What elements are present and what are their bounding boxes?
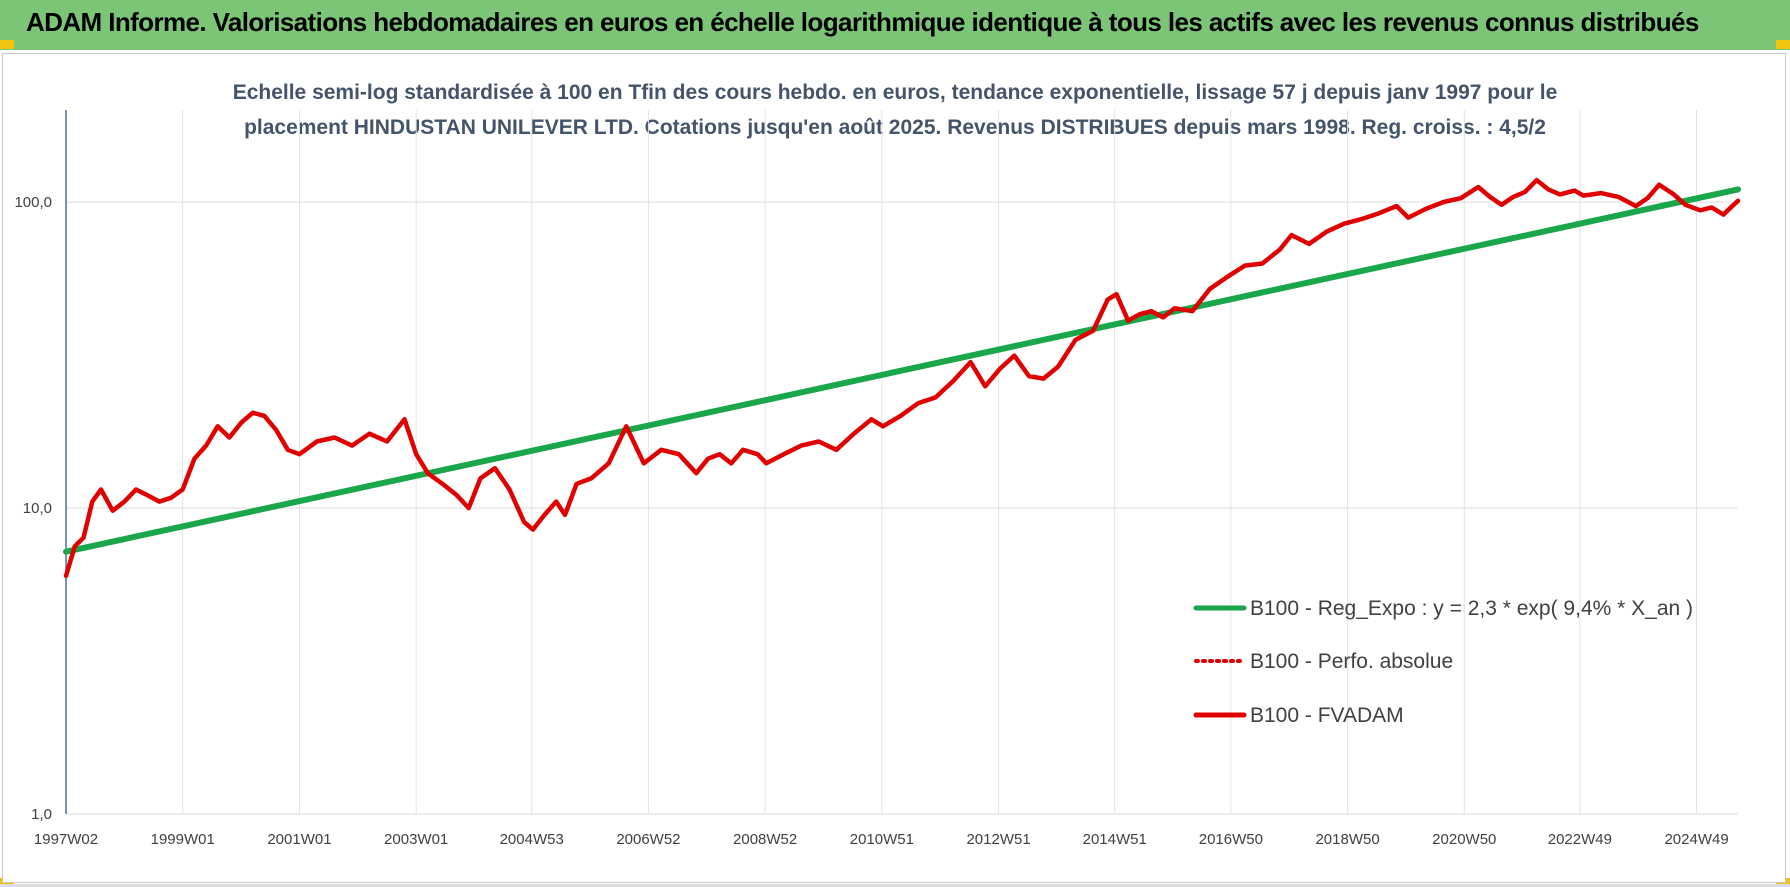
x-tick-label: 2003W01	[384, 831, 448, 848]
regression-trend-line	[63, 186, 1741, 555]
grid-layer	[66, 110, 1738, 815]
y-tick-label: 1,0	[31, 806, 52, 823]
x-tick-label: 2020W50	[1432, 831, 1496, 848]
fvadam-performance-line	[63, 177, 1741, 579]
x-tick-label: 1999W01	[151, 831, 215, 848]
x-tick-label: 2004W53	[500, 831, 564, 848]
x-tick-label: 2018W50	[1315, 831, 1379, 848]
x-tick-label: 2012W51	[966, 831, 1030, 848]
legend-label: B100 - Perfo. absolue	[1250, 650, 1453, 673]
x-tick-label: 1997W02	[34, 831, 98, 848]
corner-marker-top-left	[0, 40, 14, 49]
header-bar: ADAM Informe. Valorisations hebdomadaire…	[0, 0, 1790, 50]
x-tick-label: 2010W51	[850, 831, 914, 848]
legend-label: B100 - FVADAM	[1250, 704, 1404, 727]
legend: B100 - Reg_Expo : y = 2,3 * exp( 9,4% * …	[1193, 597, 1693, 727]
x-tick-label: 2022W49	[1548, 831, 1612, 848]
chart-subtitle-line-1: Echelle semi-log standardisée à 100 en T…	[233, 81, 1558, 104]
x-tick-label: 2001W01	[267, 831, 331, 848]
x-tick-label: 2008W52	[733, 831, 797, 848]
axis-layer: 1997W02 1999W01 2001W01 2003W01 2004W53 2006W…	[14, 110, 1729, 848]
y-tick-label: 100,0	[14, 194, 52, 211]
x-tick-label: 2006W52	[616, 831, 680, 848]
legend-label: B100 - Reg_Expo : y = 2,3 * exp( 9,4% * …	[1250, 597, 1693, 620]
chart-subtitle-line-2: placement HINDUSTAN UNILEVER LTD. Cotati…	[244, 116, 1546, 139]
bottom-divider	[0, 884, 1790, 887]
corner-marker-top-right	[1776, 40, 1790, 49]
x-tick-label: 2016W50	[1199, 831, 1263, 848]
page-title: ADAM Informe. Valorisations hebdomadaire…	[26, 7, 1699, 37]
x-tick-label: 2024W49	[1664, 831, 1728, 848]
series-layer	[63, 177, 1741, 579]
x-tick-label: 2014W51	[1083, 831, 1147, 848]
y-tick-label: 10,0	[23, 500, 52, 517]
